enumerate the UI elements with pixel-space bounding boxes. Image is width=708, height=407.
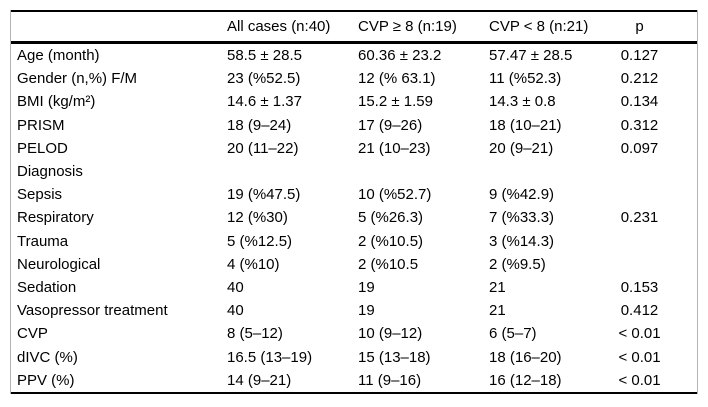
table-row: CVP 8 (5–12) 10 (9–12) 6 (5–7) < 0.01 xyxy=(11,322,697,345)
table-cell: 21 xyxy=(489,302,506,320)
table-row: PPV (%) 14 (9–21) 11 (9–16) 16 (12–18) < 0.0… xyxy=(11,369,697,392)
table-cell: 57.47 ± 28.5 xyxy=(489,47,573,65)
table-row: dIVC (%) 16.5 (13–19) 15 (13–18) 18 (16–20)… xyxy=(11,345,697,368)
table-cell: 40 xyxy=(227,302,244,320)
table-cell: 6 (5–7) xyxy=(489,325,537,343)
table-body: Age (month) 58.5 ± 28.5 60.36 ± 23.2 57.47 … xyxy=(11,44,697,392)
column-header-cvp-lt-8: CVP < 8 (n:21) xyxy=(489,18,589,35)
table-cell: 3 (%14.3) xyxy=(489,232,555,250)
table-row: Respiratory 12 (%30) 5 (%26.3) 7 (%33.3) 0.2… xyxy=(11,206,697,229)
table-cell: 0.097 xyxy=(620,139,659,157)
table-cell: 12 (%30) xyxy=(227,209,288,227)
row-label: PRISM xyxy=(17,116,65,134)
row-label: Neurological xyxy=(17,255,101,273)
row-label: Respiratory xyxy=(17,209,94,227)
row-label: PELOD xyxy=(17,139,68,157)
table-cell: 0.312 xyxy=(620,116,659,134)
table-cell: 18 (16–20) xyxy=(489,348,562,366)
table-row: Trauma 5 (%12.5) 2 (%10.5) 3 (%14.3) xyxy=(11,230,697,253)
table-cell: 4 (%10) xyxy=(227,255,280,273)
table-cell: 15 (13–18) xyxy=(358,348,431,366)
table-cell: 14.3 ± 0.8 xyxy=(489,93,556,111)
table-cell: 0.212 xyxy=(620,70,659,88)
table-cell: 11 (9–16) xyxy=(358,371,422,389)
table-row: Neurological 4 (%10) 2 (%10.5 2 (%9.5) xyxy=(11,253,697,276)
table-cell: 0.134 xyxy=(620,93,659,111)
row-label: PPV (%) xyxy=(17,371,75,389)
table-cell: 20 (9–21) xyxy=(489,139,554,157)
table-cell: 12 (% 63.1) xyxy=(358,70,436,88)
table-cell: 16.5 (13–19) xyxy=(227,348,313,366)
table-cell: 5 (%26.3) xyxy=(358,209,424,227)
table-row: Sedation 40 19 21 0.153 xyxy=(11,276,697,299)
table-cell: 40 xyxy=(227,278,244,296)
table-cell: 23 (%52.5) xyxy=(227,70,301,88)
row-label: Sepsis xyxy=(17,186,63,204)
row-label: Gender (n,%) F/M xyxy=(17,70,138,88)
table-cell: 10 (%52.7) xyxy=(358,186,432,204)
table-row: Diagnosis xyxy=(11,160,697,183)
table-row: Age (month) 58.5 ± 28.5 60.36 ± 23.2 57.47 … xyxy=(11,44,697,67)
table-cell: 21 xyxy=(489,278,506,296)
table-row: PELOD 20 (11–22) 21 (10–23) 20 (9–21) 0.097 xyxy=(11,137,697,160)
table-cell: 0.412 xyxy=(620,302,659,320)
table-cell: 2 (%9.5) xyxy=(489,255,546,273)
row-label: Sedation xyxy=(17,278,77,296)
table-row: Sepsis 19 (%47.5) 10 (%52.7) 9 (%42.9) xyxy=(11,183,697,206)
table-row: Gender (n,%) F/M 23 (%52.5) 12 (% 63.1) 11 … xyxy=(11,67,697,90)
table-cell: 2 (%10.5 xyxy=(358,255,419,273)
column-header-cvp-ge-8: CVP ≥ 8 (n:19) xyxy=(358,18,457,35)
row-label: Age (month) xyxy=(17,47,100,65)
table-cell: 21 (10–23) xyxy=(358,139,431,157)
table-cell: 15.2 ± 1.59 xyxy=(358,93,433,111)
table-cell: 19 (%47.5) xyxy=(227,186,301,204)
table-cell: 11 (%52.3) xyxy=(489,70,562,88)
table-cell: < 0.01 xyxy=(618,325,661,343)
table-top-rule xyxy=(11,10,697,12)
row-label: BMI (kg/m²) xyxy=(17,93,96,111)
table-cell: 58.5 ± 28.5 xyxy=(227,47,302,65)
statistics-table: All cases (n:40) CVP ≥ 8 (n:19) CVP < 8 … xyxy=(10,10,698,394)
table-row: Vasopressor treatment 40 19 21 0.412 xyxy=(11,299,697,322)
table-cell: 19 xyxy=(358,278,375,296)
table-cell: 10 (9–12) xyxy=(358,325,423,343)
table-cell: 60.36 ± 23.2 xyxy=(358,47,442,65)
row-label: Trauma xyxy=(17,232,69,250)
table-row: BMI (kg/m²) 14.6 ± 1.37 15.2 ± 1.59 14.3 ± … xyxy=(11,90,697,113)
table-row: PRISM 18 (9–24) 17 (9–26) 18 (10–21) 0.312 xyxy=(11,114,697,137)
row-label: Diagnosis xyxy=(17,163,83,181)
table-cell: 18 (9–24) xyxy=(227,116,292,134)
table-cell: 16 (12–18) xyxy=(489,371,562,389)
table-header-rule xyxy=(11,41,697,44)
table-cell: 14.6 ± 1.37 xyxy=(227,93,302,111)
row-label: dIVC (%) xyxy=(17,348,78,366)
table-cell: 20 (11–22) xyxy=(227,139,299,157)
table-cell: < 0.01 xyxy=(618,348,661,366)
table-bottom-rule xyxy=(11,391,697,394)
table-header-row: All cases (n:40) CVP ≥ 8 (n:19) CVP < 8 … xyxy=(11,12,697,41)
table-cell: 18 (10–21) xyxy=(489,116,562,134)
table-cell: 0.127 xyxy=(620,47,659,65)
table-cell: 9 (%42.9) xyxy=(489,186,555,204)
column-header-p-value: p xyxy=(635,18,644,35)
table-cell: < 0.01 xyxy=(618,371,661,389)
table-cell: 19 xyxy=(358,302,375,320)
row-label: Vasopressor treatment xyxy=(17,302,168,320)
column-header-all-cases: All cases (n:40) xyxy=(227,18,331,35)
table-cell: 2 (%10.5) xyxy=(358,232,424,250)
table-cell: 17 (9–26) xyxy=(358,116,423,134)
row-label: CVP xyxy=(17,325,48,343)
table-cell: 5 (%12.5) xyxy=(227,232,293,250)
table-cell: 0.231 xyxy=(620,209,659,227)
table-cell: 7 (%33.3) xyxy=(489,209,555,227)
table-cell: 8 (5–12) xyxy=(227,325,283,343)
table-cell: 14 (9–21) xyxy=(227,371,292,389)
table-cell: 0.153 xyxy=(620,278,659,296)
